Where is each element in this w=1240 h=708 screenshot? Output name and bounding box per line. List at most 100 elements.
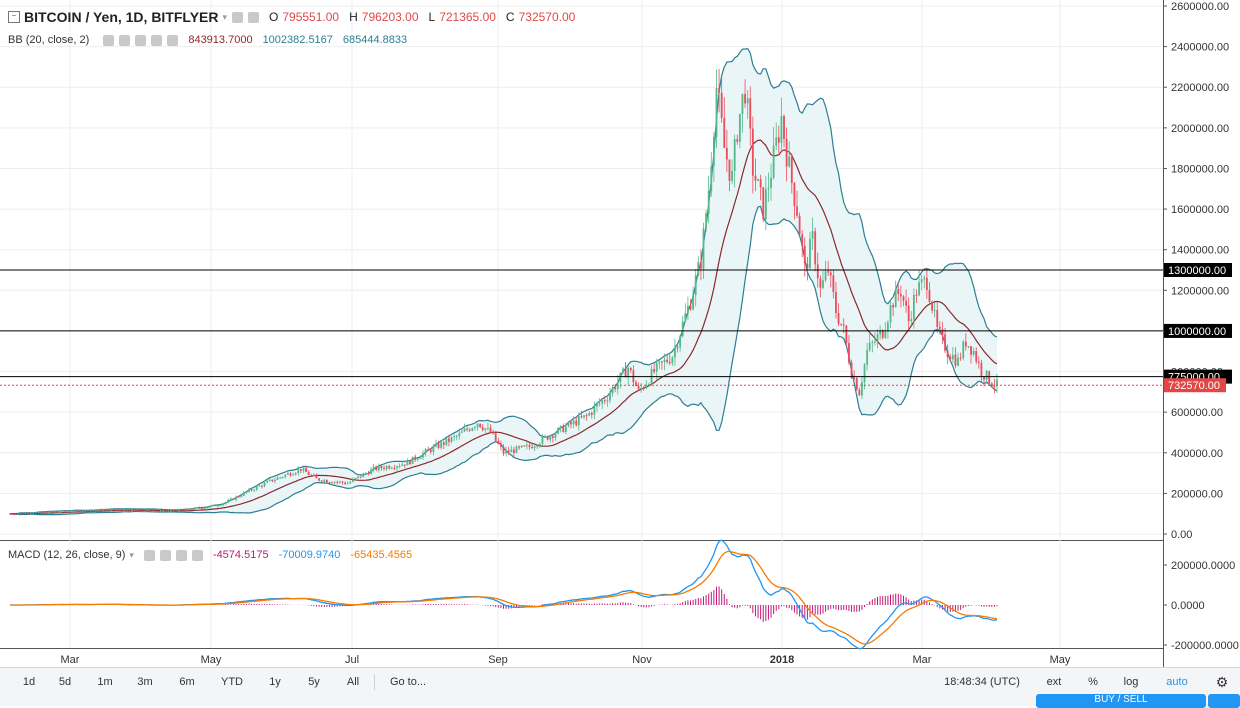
candle-body <box>557 428 559 434</box>
log-toggle[interactable]: log <box>1123 676 1139 688</box>
bb-close-icon[interactable] <box>167 34 179 46</box>
candle-body <box>24 512 27 514</box>
settings-icon[interactable] <box>248 11 260 23</box>
candle-body <box>837 313 840 324</box>
candle-body <box>692 295 695 310</box>
candle-body <box>209 505 211 508</box>
macd-dropdown-icon[interactable]: ▾ <box>129 549 134 560</box>
candle-body <box>50 511 53 513</box>
range-1d[interactable]: 1d <box>22 676 36 688</box>
candle-body <box>390 467 393 469</box>
auto-toggle[interactable]: auto <box>1166 676 1188 688</box>
candle-body <box>416 458 419 460</box>
clock-time[interactable]: 18:48:34 (UTC) <box>944 676 1020 688</box>
range-5d[interactable]: 5d <box>58 676 72 688</box>
candle-body <box>842 324 845 326</box>
candle-body <box>35 512 37 514</box>
candle-body <box>492 432 495 434</box>
trade-button-right[interactable] <box>1208 694 1240 708</box>
candle-body <box>396 466 398 468</box>
ext-toggle[interactable]: ext <box>1046 676 1062 688</box>
candle-body <box>855 378 858 390</box>
candle-body <box>27 512 30 514</box>
candle-body <box>190 509 193 511</box>
candle-body <box>816 264 819 279</box>
macd-eye-icon[interactable] <box>143 549 155 561</box>
candle-body <box>377 465 380 470</box>
macd-close-icon[interactable] <box>191 549 203 561</box>
macd-settings-icon[interactable] <box>159 549 171 561</box>
candle-body <box>250 489 253 491</box>
x-tick-label: Mar <box>61 654 80 666</box>
candle-body <box>455 436 458 438</box>
candle-body <box>320 480 323 482</box>
candle-body <box>125 509 128 511</box>
macd-legend: MACD (12, 26, close, 9) ▾ -4574.5175 -70… <box>8 549 412 561</box>
macd-hist-value: -4574.5175 <box>212 549 269 561</box>
candle-body <box>985 371 988 380</box>
candle-body <box>845 325 848 344</box>
range-all[interactable]: All <box>346 676 360 688</box>
candle-body <box>53 511 56 513</box>
candle-body <box>196 507 198 509</box>
candle-body <box>689 305 692 310</box>
bb-source-icon[interactable] <box>135 34 147 46</box>
percent-toggle[interactable]: % <box>1088 676 1098 688</box>
candle-body <box>655 362 658 372</box>
symbol-dropdown-icon[interactable]: ▾ <box>222 11 228 22</box>
candle-body <box>398 465 401 467</box>
candle-body <box>811 231 814 239</box>
candle-body <box>772 145 775 178</box>
candle-body <box>681 321 684 336</box>
candle-body <box>564 426 567 433</box>
candle-body <box>783 116 785 139</box>
candle-body <box>884 330 887 338</box>
candle-body <box>120 510 123 512</box>
goto-button[interactable]: Go to... <box>389 676 427 688</box>
x-tick-label: May <box>201 654 222 666</box>
candle-body <box>520 445 523 448</box>
collapse-icon[interactable]: − <box>8 11 20 23</box>
candle-body <box>590 413 593 415</box>
candle-body <box>705 213 708 229</box>
range-6m[interactable]: 6m <box>179 676 195 688</box>
candle-body <box>102 509 105 511</box>
bb-eye-icon[interactable] <box>103 34 115 46</box>
candle-body <box>502 446 505 454</box>
candle-body <box>977 361 980 363</box>
candle-body <box>562 425 565 433</box>
candle-body <box>310 475 313 477</box>
eye-icon[interactable] <box>232 11 244 23</box>
candle-body <box>572 420 575 425</box>
candle-body <box>68 511 71 513</box>
candle-body <box>936 309 939 327</box>
candle-body <box>853 377 856 379</box>
range-1y[interactable]: 1y <box>269 676 281 688</box>
range-3m[interactable]: 3m <box>137 676 153 688</box>
candle-body <box>536 446 539 448</box>
macd-tick-label: 200000.0000 <box>1171 560 1235 572</box>
candle-body <box>107 509 110 511</box>
candle-body <box>809 238 811 269</box>
candle-body <box>383 468 385 470</box>
candle-body <box>887 322 889 331</box>
candle-body <box>141 511 144 513</box>
range-5y[interactable]: 5y <box>308 676 320 688</box>
candle-body <box>980 362 983 377</box>
trade-button[interactable]: BUY / SELL <box>1036 694 1206 708</box>
candle-body <box>848 343 850 363</box>
candle-body <box>185 508 188 510</box>
gear-icon[interactable]: ⚙ <box>1215 674 1229 690</box>
range-1m[interactable]: 1m <box>97 676 113 688</box>
bb-more-icon[interactable] <box>151 34 163 46</box>
candle-body <box>105 509 108 511</box>
candle-body <box>463 428 466 432</box>
open-value: 795551.00 <box>282 10 340 24</box>
candle-body <box>819 278 822 288</box>
bb-settings-icon[interactable] <box>119 34 131 46</box>
range-ytd[interactable]: YTD <box>221 676 243 688</box>
macd-source-icon[interactable] <box>175 549 187 561</box>
candle-body <box>323 480 326 482</box>
candle-body <box>157 511 159 513</box>
